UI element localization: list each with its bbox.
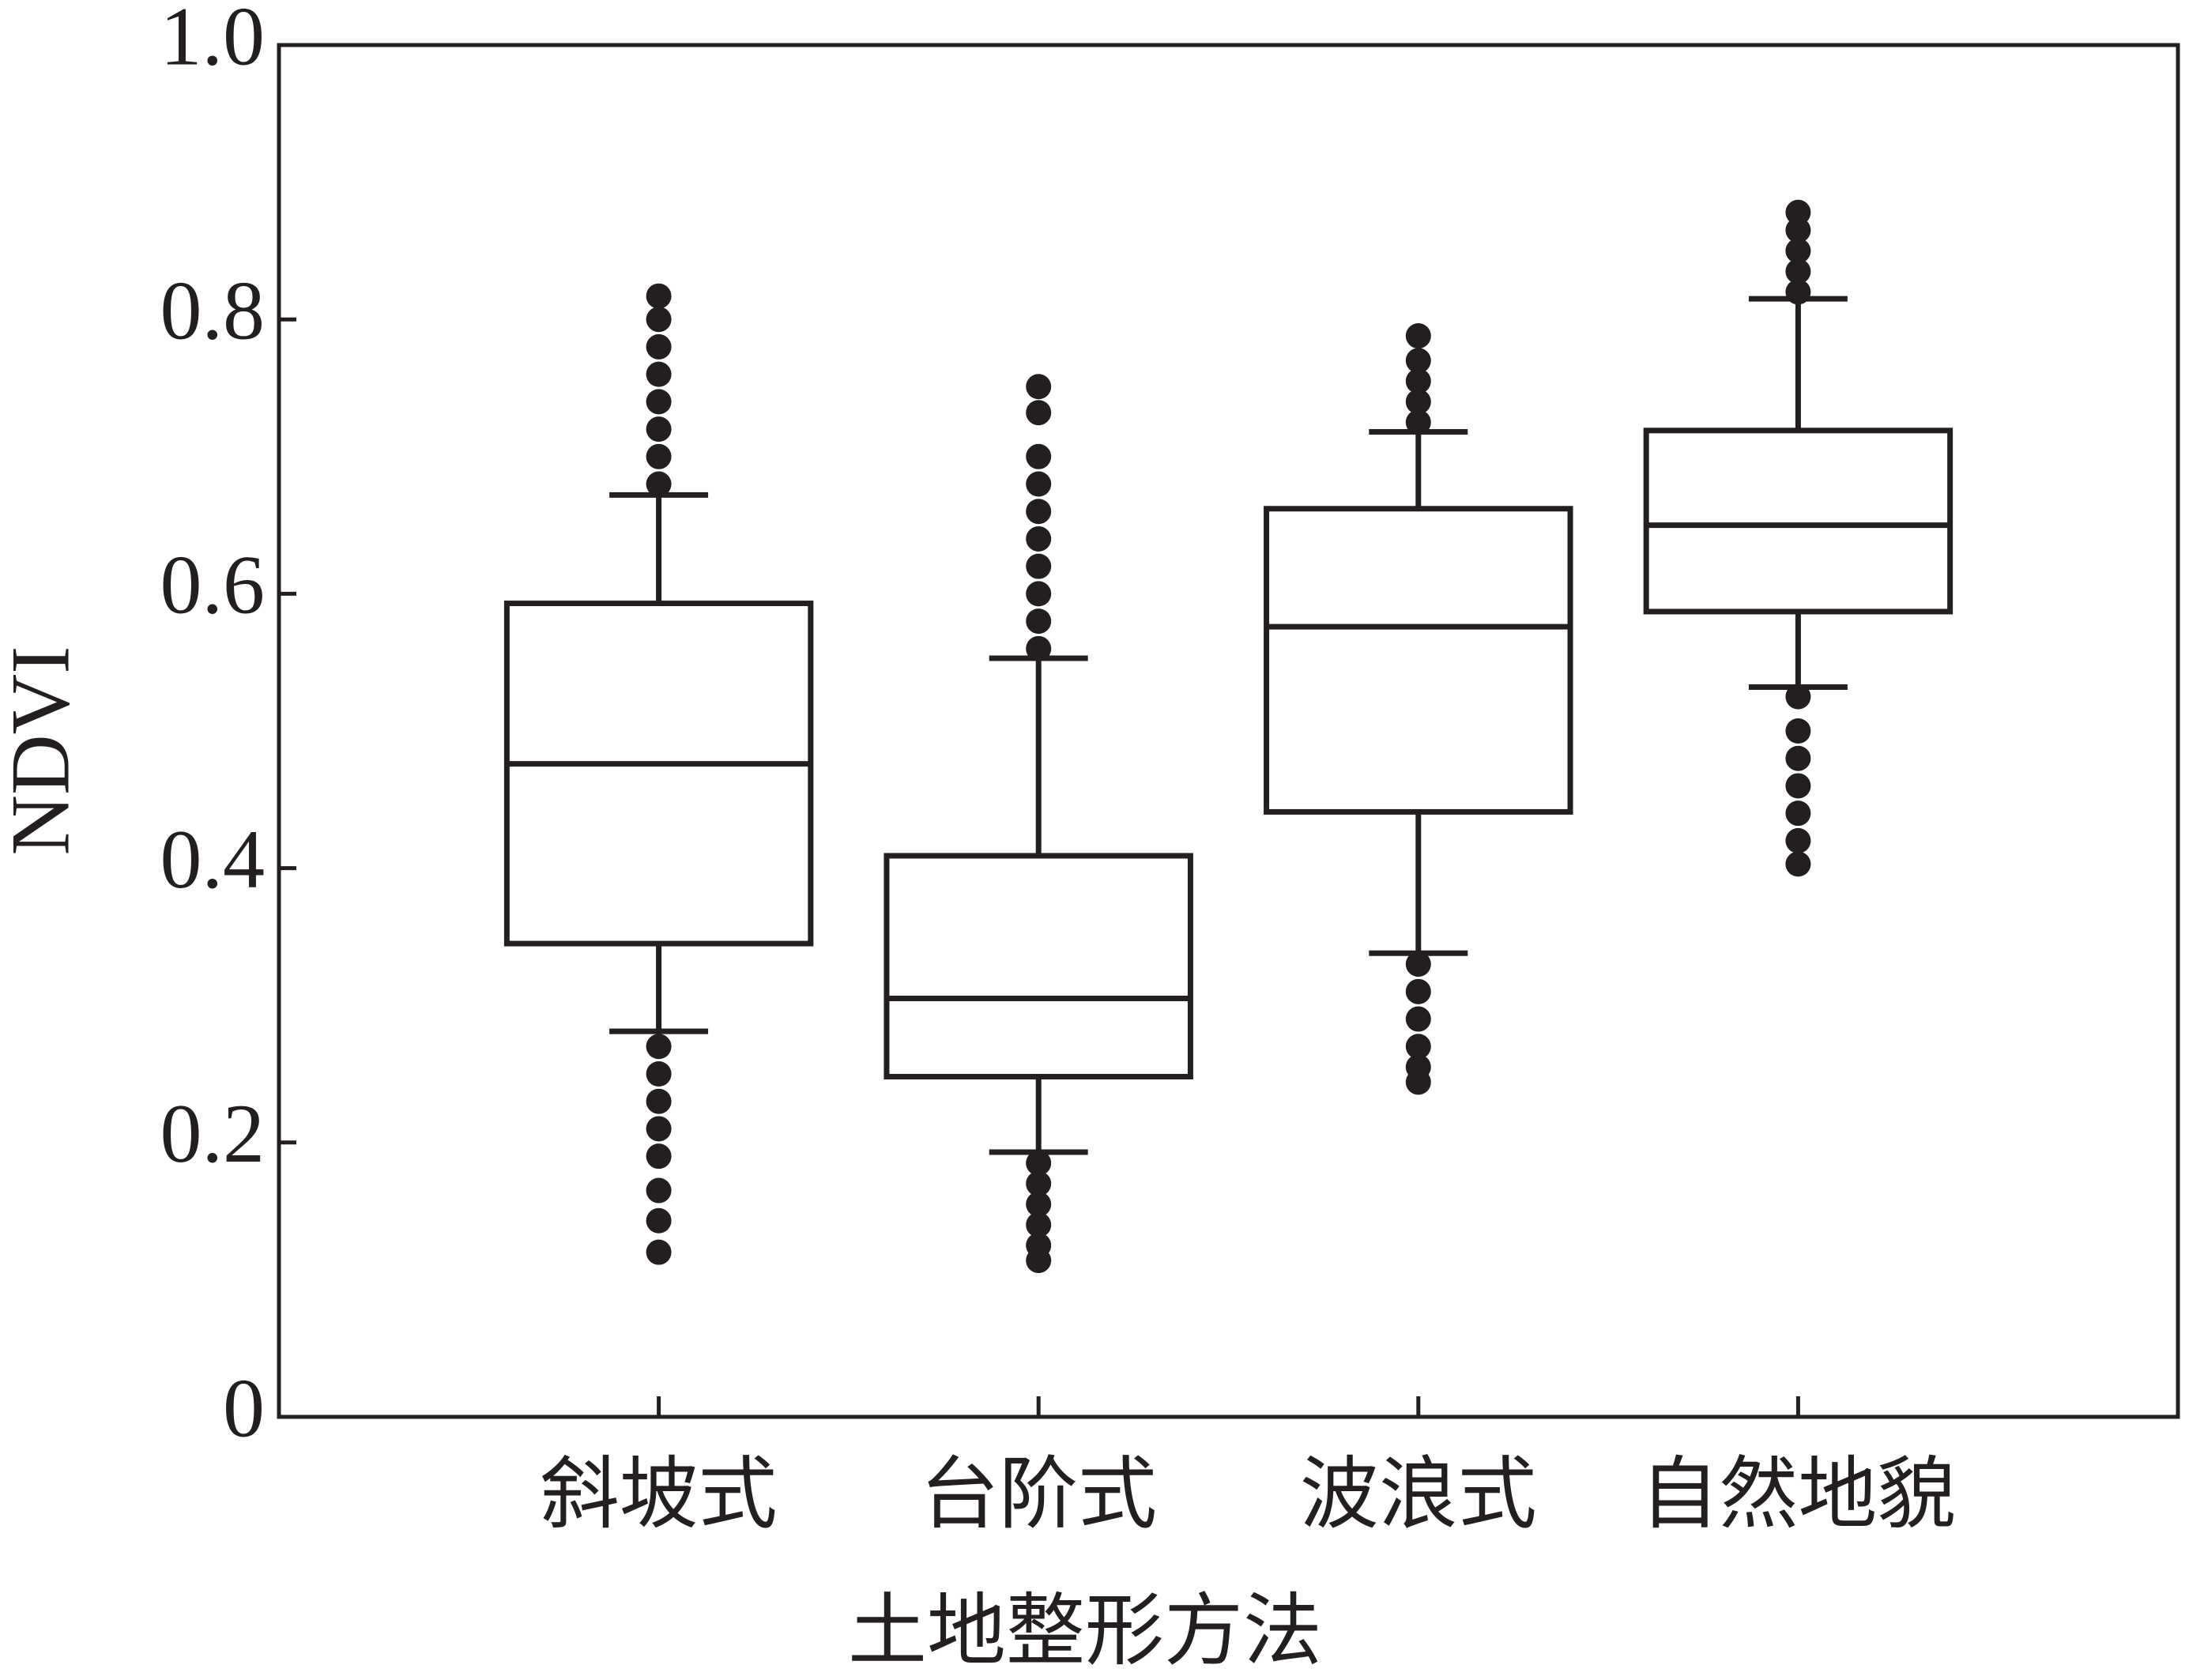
box bbox=[503, 601, 814, 947]
y-tick-label: 1.0 bbox=[160, 0, 266, 82]
outlier bbox=[1785, 827, 1811, 853]
outlier bbox=[1026, 1191, 1052, 1217]
y-tick-label: 0.4 bbox=[160, 813, 266, 906]
outlier bbox=[1405, 1034, 1431, 1060]
outlier bbox=[646, 1239, 672, 1265]
x-tick-label: 波浪式 bbox=[1300, 1451, 1537, 1539]
outlier bbox=[1405, 409, 1431, 435]
outlier bbox=[1026, 1170, 1052, 1196]
outlier bbox=[1785, 279, 1811, 305]
outlier bbox=[1026, 443, 1052, 469]
x-tick-label: 自然地貌 bbox=[1640, 1451, 1956, 1539]
outlier bbox=[646, 471, 672, 497]
outlier bbox=[646, 389, 672, 415]
outlier bbox=[646, 333, 672, 360]
outlier bbox=[1026, 525, 1052, 552]
outlier bbox=[1026, 581, 1052, 607]
outlier bbox=[1026, 1248, 1052, 1274]
outlier bbox=[1785, 851, 1811, 877]
outlier bbox=[646, 1034, 672, 1060]
outlier bbox=[1405, 348, 1431, 374]
outlier bbox=[1785, 773, 1811, 799]
outlier bbox=[1405, 389, 1431, 415]
outlier bbox=[646, 443, 672, 469]
outlier bbox=[1026, 374, 1052, 400]
box bbox=[1264, 506, 1573, 815]
outlier bbox=[646, 1116, 672, 1142]
outlier bbox=[646, 283, 672, 309]
outlier bbox=[646, 1061, 672, 1087]
outlier bbox=[1405, 323, 1431, 349]
x-tick-label: 台阶式 bbox=[920, 1451, 1157, 1539]
outlier bbox=[1026, 553, 1052, 579]
outlier bbox=[646, 1088, 672, 1114]
outlier bbox=[1405, 951, 1431, 977]
outlier bbox=[1026, 471, 1052, 497]
outlier bbox=[1026, 1211, 1052, 1237]
outlier bbox=[1026, 400, 1052, 426]
plot-frame bbox=[277, 43, 2180, 1419]
outlier bbox=[646, 1143, 672, 1170]
outlier bbox=[646, 1177, 672, 1203]
box bbox=[1643, 428, 1954, 615]
outlier bbox=[1785, 800, 1811, 827]
outlier bbox=[1785, 684, 1811, 710]
outlier bbox=[1785, 199, 1811, 225]
outlier bbox=[1405, 368, 1431, 394]
y-tick-label: 0.6 bbox=[160, 539, 266, 631]
box bbox=[884, 853, 1193, 1079]
outlier bbox=[1026, 635, 1052, 661]
outlier bbox=[1785, 745, 1811, 771]
outlier bbox=[1405, 1069, 1431, 1095]
y-tick-label: 0.2 bbox=[160, 1087, 266, 1180]
outlier bbox=[1405, 978, 1431, 1004]
outlier bbox=[1785, 217, 1811, 243]
outlier bbox=[1785, 258, 1811, 284]
x-tick-label: 斜坡式 bbox=[541, 1451, 778, 1539]
outlier bbox=[646, 307, 672, 333]
outlier bbox=[646, 416, 672, 443]
y-axis-label: NDVI bbox=[0, 646, 86, 856]
outlier bbox=[1026, 499, 1052, 525]
outlier bbox=[1026, 1150, 1052, 1176]
outlier bbox=[1785, 238, 1811, 264]
x-axis-label: 土地整形方法 bbox=[848, 1588, 1322, 1675]
y-tick-label: 0 bbox=[223, 1362, 265, 1454]
outlier bbox=[1785, 718, 1811, 744]
outlier bbox=[646, 1207, 672, 1234]
outlier bbox=[1405, 1006, 1431, 1032]
outlier bbox=[646, 361, 672, 387]
outlier bbox=[1026, 608, 1052, 635]
y-tick-label: 0.8 bbox=[160, 265, 266, 357]
